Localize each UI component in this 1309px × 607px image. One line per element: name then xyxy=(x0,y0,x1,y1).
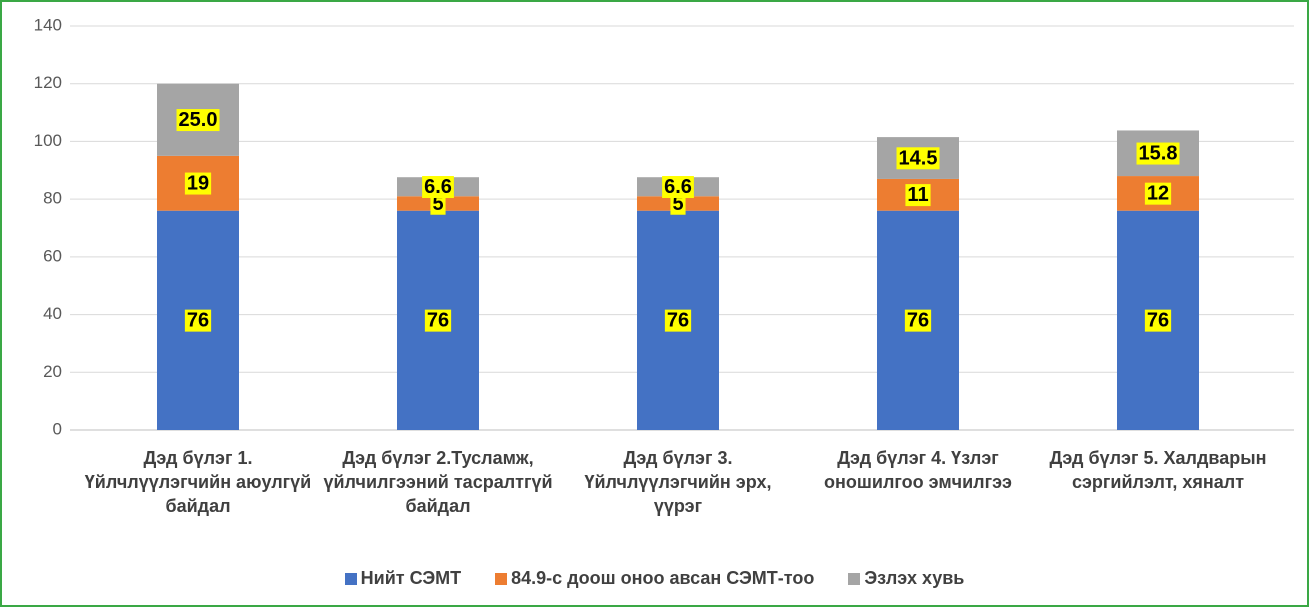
data-label: 12 xyxy=(1147,183,1169,205)
data-label-bg xyxy=(1136,142,1180,165)
data-label: 11 xyxy=(907,184,928,206)
data-label: 5 xyxy=(672,193,683,215)
data-label: 76 xyxy=(187,310,209,332)
data-label: 76 xyxy=(667,310,689,332)
data-label-bg xyxy=(664,309,692,332)
data-label: 76 xyxy=(427,310,449,332)
legend-label: 84.9-с доош оноо авсан СЭМТ-тоо xyxy=(511,568,815,588)
data-label: 76 xyxy=(907,310,929,332)
data-label: 6.6 xyxy=(664,176,692,198)
y-tick-label: 40 xyxy=(43,304,62,323)
data-label: 19 xyxy=(187,173,209,195)
data-label: 5 xyxy=(432,193,443,215)
legend-item: 84.9-с доош оноо авсан СЭМТ-тоо xyxy=(495,568,814,589)
data-label-bg xyxy=(184,309,212,332)
legend-swatch xyxy=(344,572,357,585)
legend-label: Эзлэх хувь xyxy=(864,568,965,588)
data-label: 25.0 xyxy=(179,109,218,131)
data-label: 76 xyxy=(1147,310,1169,332)
data-label-bg xyxy=(904,309,932,332)
legend-swatch xyxy=(848,572,861,585)
legend-item: Эзлэх хувь xyxy=(848,568,964,589)
y-tick-label: 20 xyxy=(43,362,62,381)
data-label-bg xyxy=(184,172,212,195)
y-tick-label: 100 xyxy=(34,131,62,150)
data-label-bg xyxy=(176,109,220,132)
data-label-bg xyxy=(1144,309,1172,332)
data-label-bg xyxy=(670,192,686,215)
legend: Нийт СЭМТ 84.9-с доош оноо авсан СЭМТ-тоо… xyxy=(2,568,1307,589)
data-label-bg xyxy=(422,176,454,199)
data-label-bg xyxy=(896,147,940,170)
data-label-bg xyxy=(905,184,931,207)
data-label-bg xyxy=(430,192,446,215)
y-tick-label: 120 xyxy=(34,73,62,92)
data-label-bg xyxy=(424,309,452,332)
x-tick-label: Дэд бүлэг 1. Үйлчлүүлэгчийн аюулгүй байд… xyxy=(84,448,312,516)
y-tick-label: 140 xyxy=(34,15,62,34)
y-tick-label: 0 xyxy=(53,419,62,438)
data-label-bg xyxy=(662,176,694,199)
x-tick-label: Дэд бүлэг 5. Халдварын сэргийлэлт, хянал… xyxy=(1049,448,1267,492)
x-tick-label: Дэд бүлэг 2.Тусламж, үйлчилгээний тасрал… xyxy=(323,448,553,516)
x-tick-label: Дэд бүлэг 4. Үзлэг оношилгоо эмчилгээ xyxy=(824,448,1012,492)
legend-item: Нийт СЭМТ xyxy=(344,568,462,589)
data-label-bg xyxy=(1144,182,1172,205)
y-tick-label: 60 xyxy=(43,246,62,265)
data-label: 6.6 xyxy=(424,176,452,198)
data-label: 15.8 xyxy=(1139,143,1178,165)
y-tick-label: 80 xyxy=(43,189,62,208)
legend-label: Нийт СЭМТ xyxy=(360,568,462,588)
legend-swatch xyxy=(495,572,508,585)
data-label: 14.5 xyxy=(899,147,938,169)
x-tick-label: Дэд бүлэг 3. Үйлчлүүлэгчийн эрх, үүрэг xyxy=(584,448,772,516)
